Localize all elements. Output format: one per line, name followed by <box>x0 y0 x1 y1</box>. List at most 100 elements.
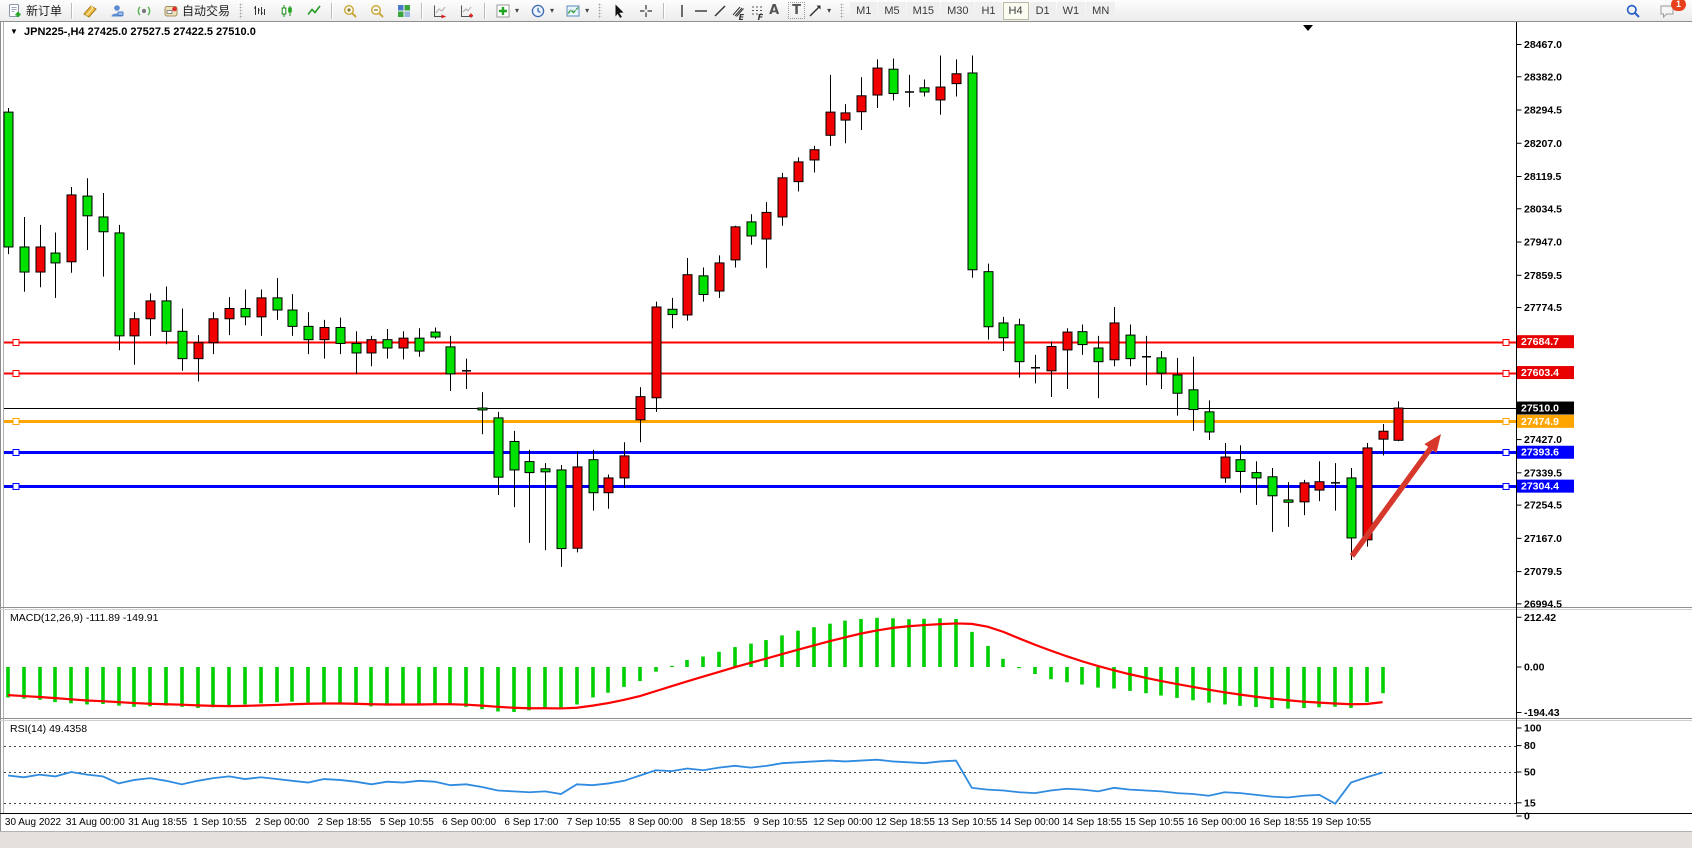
macd-histogram-bar <box>1191 667 1195 701</box>
line-handle[interactable] <box>12 370 20 377</box>
candle-body <box>1314 481 1325 491</box>
tile-windows-button[interactable] <box>391 1 417 21</box>
candle-body <box>1283 499 1294 503</box>
arrows-tool-button[interactable]: ▾ <box>802 1 836 21</box>
line-handle[interactable] <box>1502 370 1510 377</box>
timeframe-M5[interactable]: M5 <box>878 1 906 20</box>
candlestick-button[interactable] <box>274 1 300 21</box>
macd-histogram-bar <box>1381 667 1385 694</box>
timeframe-H1[interactable]: H1 <box>975 1 1002 20</box>
candle-doji <box>1031 367 1040 369</box>
timeframe-H4[interactable]: H4 <box>1002 1 1029 20</box>
bar-chart-button[interactable] <box>247 1 273 21</box>
line-handle[interactable] <box>1502 483 1510 490</box>
timeframe-bar: M1 M5 M15 M30 H1 H4 D1 W1 MN <box>850 1 1116 20</box>
community-button[interactable] <box>104 1 130 21</box>
macd-histogram-bar <box>1317 667 1321 708</box>
toolbar-grip[interactable] <box>598 2 603 19</box>
candle-body <box>603 477 614 494</box>
price-tick-label: 27774.5 <box>1524 302 1562 314</box>
macd-histogram-bar <box>1144 667 1148 694</box>
dropdown-caret[interactable]: ▾ <box>827 6 832 15</box>
trend-arrow-head[interactable] <box>1424 434 1441 453</box>
line-handle[interactable] <box>12 483 20 490</box>
indicators-button[interactable]: ▾ <box>490 1 524 21</box>
candle-body <box>1204 411 1215 433</box>
label-tool-button[interactable]: T <box>783 1 805 21</box>
candle-body <box>967 72 978 271</box>
line-chart-button[interactable] <box>301 1 327 21</box>
zoom-in-button[interactable] <box>337 1 363 21</box>
text-tool-button[interactable]: A <box>764 1 782 21</box>
macd-histogram-bar <box>575 667 579 705</box>
macd-histogram-bar <box>1065 667 1069 683</box>
channel-tool-button[interactable]: E <box>726 1 744 22</box>
timeframe-M15[interactable]: M15 <box>906 1 941 20</box>
candlestick-icon <box>281 4 292 17</box>
toolbar-grip[interactable] <box>239 2 244 19</box>
search-button[interactable] <box>1620 1 1646 21</box>
macd-histogram-bar <box>1207 667 1211 703</box>
macd-histogram-bar <box>1270 667 1274 708</box>
dropdown-caret[interactable]: ▾ <box>585 6 590 15</box>
line-handle[interactable] <box>1502 418 1510 425</box>
notification-badge: 1 <box>1671 0 1686 11</box>
cursor-tool-button[interactable] <box>606 1 632 21</box>
toolbar: 新订单 自动交易 <box>0 0 1692 22</box>
hline-tool-button[interactable] <box>688 1 708 21</box>
auto-trading-button[interactable]: 自动交易 <box>158 1 235 21</box>
macd-histogram-bar <box>369 667 373 707</box>
timeframe-D1[interactable]: D1 <box>1029 1 1056 20</box>
new-order-button[interactable]: 新订单 <box>2 1 67 21</box>
trendline-tool-button[interactable] <box>707 1 726 21</box>
crosshair-tool-button[interactable] <box>633 1 659 21</box>
price-badge <box>1517 414 1574 428</box>
price-tick-label: 28382.0 <box>1524 71 1562 83</box>
timeframe-M1[interactable]: M1 <box>850 1 878 20</box>
price-badge <box>1517 445 1574 459</box>
candle-body <box>619 455 630 479</box>
vline-tool-button[interactable] <box>669 1 687 21</box>
line-handle[interactable] <box>12 418 20 425</box>
auto-scroll-button[interactable] <box>427 1 453 21</box>
dropdown-caret[interactable]: ▾ <box>515 6 520 15</box>
macd-histogram-bar <box>275 667 279 703</box>
trend-arrow-shaft[interactable] <box>1349 443 1435 558</box>
styler-button[interactable] <box>77 1 103 21</box>
fibonacci-tool-button[interactable]: F <box>745 1 765 22</box>
channel-icon <box>732 6 744 17</box>
line-handle[interactable] <box>1502 339 1510 346</box>
candle-body <box>161 300 172 332</box>
chart-dropdown-caret[interactable]: ▼ <box>10 27 18 36</box>
time-label: 31 Aug 18:55 <box>128 817 187 828</box>
macd-histogram-bar <box>875 617 879 667</box>
macd-histogram-bar <box>290 667 294 702</box>
candle-body <box>809 149 820 161</box>
periods-button[interactable]: ▾ <box>525 1 559 21</box>
signals-button[interactable] <box>131 1 157 21</box>
timeframe-MN[interactable]: MN <box>1086 1 1116 20</box>
line-handle[interactable] <box>1502 449 1510 456</box>
chat-button[interactable]: 1 <box>1654 0 1686 21</box>
timeframe-W1[interactable]: W1 <box>1056 1 1086 20</box>
candle-body <box>1172 374 1183 394</box>
macd-histogram-bar <box>1017 667 1021 669</box>
zoom-out-button[interactable] <box>364 1 390 21</box>
candle-doji <box>1142 356 1151 358</box>
candle-body <box>1188 389 1199 411</box>
price-tick-label: 27859.5 <box>1524 270 1562 282</box>
macd-histogram-bar <box>733 647 737 667</box>
label-tool-letter: T <box>788 2 805 19</box>
candle-body <box>935 86 946 101</box>
macd-histogram-bar <box>101 667 105 705</box>
candle-body <box>714 262 725 292</box>
toolbar-grip[interactable] <box>840 2 845 19</box>
chart-shift-button[interactable] <box>454 1 480 21</box>
chart-corner-caret[interactable] <box>1303 25 1313 31</box>
line-handle[interactable] <box>12 449 20 456</box>
templates-button[interactable]: ▾ <box>560 1 594 21</box>
line-handle[interactable] <box>12 339 20 346</box>
timeframe-M30[interactable]: M30 <box>941 1 975 20</box>
dropdown-caret[interactable]: ▾ <box>550 6 555 15</box>
